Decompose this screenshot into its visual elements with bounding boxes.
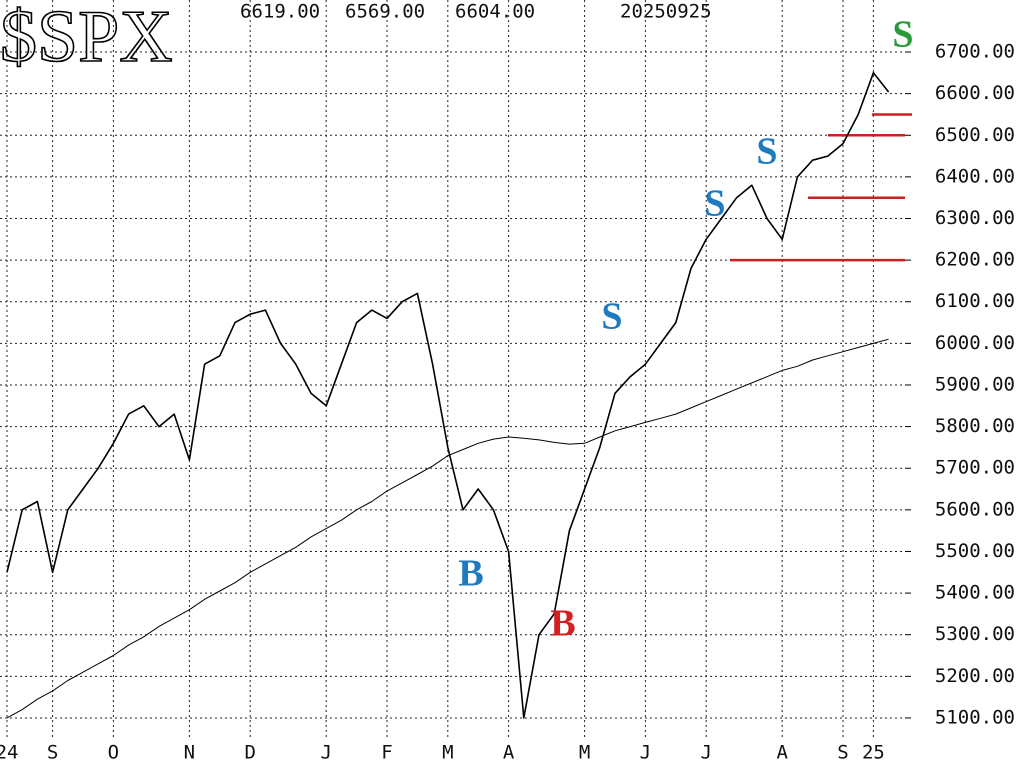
chart-title: $SPX	[0, 0, 173, 78]
x-tick-label: N	[184, 742, 195, 764]
x-tick-label: D	[244, 742, 255, 764]
x-tick-label: A	[776, 742, 788, 764]
y-tick-label: 5300.00	[935, 623, 1015, 645]
signal-label: B	[550, 603, 575, 645]
series-line	[6, 72, 890, 719]
signal-label: B	[458, 553, 483, 595]
x-tick-label: S	[837, 742, 848, 764]
x-tick-label: S	[47, 742, 58, 764]
y-tick-label: 5700.00	[935, 457, 1015, 479]
signal-label: S	[601, 296, 622, 338]
y-tick-label: 5200.00	[935, 665, 1015, 687]
y-tick-label: 6600.00	[935, 82, 1015, 104]
y-tick-label: 5800.00	[935, 415, 1015, 437]
signal-label: S	[704, 183, 725, 225]
y-tick-label: 6700.00	[935, 41, 1015, 63]
x-tick-label: J	[640, 742, 651, 764]
x-tick-label: A	[503, 742, 515, 764]
y-tick-label: 5600.00	[935, 498, 1015, 520]
y-tick-label: 6500.00	[935, 124, 1015, 146]
series-line	[6, 338, 889, 719]
x-tick-label: F	[381, 742, 392, 764]
y-tick-label: 6200.00	[935, 249, 1015, 271]
y-tick-label: 5100.00	[935, 706, 1015, 728]
x-tick-label: M	[442, 742, 453, 764]
y-tick-label: 6400.00	[935, 165, 1015, 187]
x-tick-label: O	[108, 742, 119, 764]
y-tick-label: 5500.00	[935, 540, 1015, 562]
signal-label: S	[756, 131, 777, 173]
x-tick-label: 25	[862, 742, 885, 764]
x-tick-label: M	[579, 742, 590, 764]
y-tick-label: 5400.00	[935, 582, 1015, 604]
y-tick-label: 6300.00	[935, 207, 1015, 229]
quote-high: 6619.00	[240, 1, 320, 23]
y-tick-label: 5900.00	[935, 373, 1015, 395]
x-tick-label: 24	[0, 742, 18, 764]
quote-close: 6604.00	[455, 1, 535, 23]
x-tick-label: J	[320, 742, 331, 764]
quote-date: 20250925	[620, 1, 712, 23]
x-tick-label: J	[700, 742, 711, 764]
quote-low: 6569.00	[345, 1, 425, 23]
y-tick-label: 6100.00	[935, 290, 1015, 312]
signal-label: S	[892, 14, 913, 56]
y-tick-label: 6000.00	[935, 332, 1015, 354]
